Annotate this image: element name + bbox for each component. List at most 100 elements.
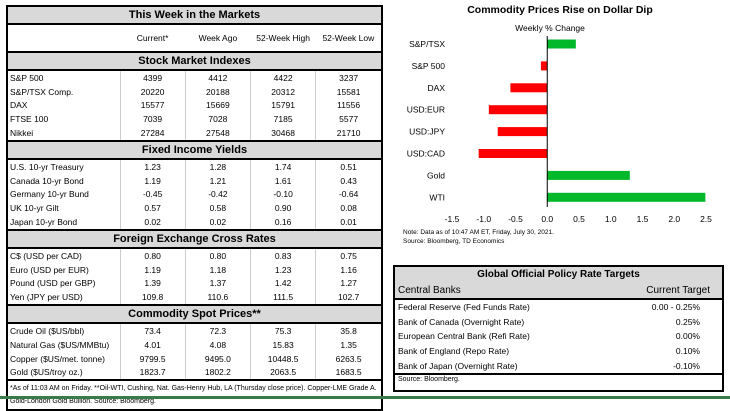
cell-value: 1.42 <box>249 276 316 291</box>
cell-value: 1.18 <box>184 262 251 277</box>
policy-table: Global Official Policy Rate Targets Cent… <box>393 265 724 392</box>
table-row: DAX 15577 15669 15791 11556 <box>8 98 381 113</box>
policy-row: Bank of England (Repo Rate) 0.10% <box>395 344 722 359</box>
section-title: Stock Market Indexes <box>8 51 381 71</box>
cell-value: 0.80 <box>119 247 186 263</box>
policy-col-banks: Central Banks <box>395 282 604 300</box>
bank-name: Bank of Canada (Overnight Rate) <box>398 316 525 327</box>
cell-value: 4412 <box>184 70 251 85</box>
cell-value: 0.80 <box>184 247 251 263</box>
cell-value: 15577 <box>119 98 186 113</box>
chart-note: Note: Data as of 10:47 AM ET, Friday, Ju… <box>403 229 554 236</box>
cell-value: 1.35 <box>315 337 381 352</box>
cell-value: -0.45 <box>119 187 186 202</box>
cell-value: 0.02 <box>184 215 251 230</box>
cell-value: 73.4 <box>119 323 186 338</box>
cell-value: 6263.5 <box>315 351 381 366</box>
cell-value: 1.16 <box>315 262 381 277</box>
rate-target: 0.25% <box>675 316 700 327</box>
row-label: Natural Gas ($US/MMBtu) <box>10 339 110 350</box>
markets-table: This Week in the Markets Current* Week A… <box>6 5 383 411</box>
cell-value: 0.57 <box>119 201 186 216</box>
cell-value: 20188 <box>184 84 251 99</box>
x-tick-label: -1.0 <box>476 214 491 224</box>
table-row: C$ (USD per CAD) 0.80 0.80 0.83 0.75 <box>8 247 381 263</box>
row-label: Gold ($US/troy oz.) <box>10 367 83 378</box>
markets-footnote: *As of 11:03 AM on Friday. **Oil-WTI, Cu… <box>8 379 381 409</box>
table-row: Germany 10-yr Bund -0.45 -0.42 -0.10 -0.64 <box>8 187 381 202</box>
cell-value: 1.21 <box>184 173 251 188</box>
cell-value: 0.01 <box>315 215 381 230</box>
cell-value: 15.83 <box>249 337 316 352</box>
policy-col-target: Current Target <box>603 282 722 300</box>
x-tick-label: -0.5 <box>508 214 523 224</box>
cell-value: 4399 <box>119 70 186 85</box>
rate-target: 0.00% <box>675 331 700 342</box>
table-row: Euro (USD per EUR) 1.19 1.18 1.23 1.16 <box>8 262 381 277</box>
col-52wk-low: 52-Week Low <box>322 33 375 43</box>
cell-value: 30468 <box>249 126 316 141</box>
cell-value: -0.10 <box>249 187 316 202</box>
cell-value: 20312 <box>249 84 316 99</box>
row-label: Germany 10-yr Bund <box>10 189 89 200</box>
bar <box>540 61 548 71</box>
column-headers: Current* Week Ago 52-Week High 52-Week L… <box>8 24 381 52</box>
table-row: Japan 10-yr Bond 0.02 0.02 0.16 0.01 <box>8 215 381 230</box>
table-row: Natural Gas ($US/MMBtu) 4.01 4.08 15.83 1.35 <box>8 337 381 352</box>
cell-value: 1.28 <box>184 158 251 174</box>
cell-value: 15791 <box>249 98 316 113</box>
cell-value: 102.7 <box>315 290 381 306</box>
cell-value: 110.6 <box>184 290 251 306</box>
x-tick-label: 2.5 <box>700 214 712 224</box>
row-label: Copper ($US/met. tonne) <box>10 353 105 364</box>
col-current: Current* <box>136 33 169 43</box>
table-row: Yen (JPY per USD) 109.8 110.6 111.5 102.7 <box>8 290 381 306</box>
table-row: Crude Oil ($US/bbl) 73.4 72.3 75.3 35.8 <box>8 323 381 338</box>
cell-value: 21710 <box>315 126 381 141</box>
row-label: Euro (USD per EUR) <box>10 264 89 275</box>
policy-row: Bank of Japan (Overnight Rate) -0.10% <box>395 358 722 373</box>
row-label: Japan 10-yr Bond <box>10 217 78 228</box>
cell-value: 1823.7 <box>119 365 186 380</box>
row-label: Yen (JPY per USD) <box>10 292 83 303</box>
cell-value: 27548 <box>184 126 251 141</box>
table-row: FTSE 100 7039 7028 7185 5577 <box>8 112 381 127</box>
cell-value: 0.58 <box>184 201 251 216</box>
cell-value: 72.3 <box>184 323 251 338</box>
cell-value: 1683.5 <box>315 365 381 380</box>
cell-value: 109.8 <box>119 290 186 306</box>
policy-row: Federal Reserve (Fed Funds Rate) 0.00 - 0… <box>395 299 722 315</box>
policy-row: Bank of Canada (Overnight Rate) 0.25% <box>395 315 722 330</box>
bar <box>547 170 630 180</box>
row-label: Canada 10-yr Bond <box>10 175 84 186</box>
cell-value: -0.42 <box>184 187 251 202</box>
policy-row: European Central Bank (Refi Rate) 0.00% <box>395 329 722 344</box>
cell-value: 2063.5 <box>249 365 316 380</box>
cell-value: 1.37 <box>184 276 251 291</box>
cell-value: 75.3 <box>249 323 316 338</box>
cell-value: 5577 <box>315 112 381 127</box>
cell-value: 9799.5 <box>119 351 186 366</box>
table-row: UK 10-yr Gilt 0.57 0.58 0.90 0.08 <box>8 201 381 216</box>
cell-value: 20220 <box>119 84 186 99</box>
cell-value: 7028 <box>184 112 251 127</box>
bank-name: Federal Reserve (Fed Funds Rate) <box>398 302 530 313</box>
section-title: Fixed Income Yields <box>8 139 381 160</box>
cell-value: 4.08 <box>184 337 251 352</box>
row-label: S&P 500 <box>10 72 44 83</box>
policy-source: Source: Bloomberg. <box>395 372 722 390</box>
cell-value: 1802.2 <box>184 365 251 380</box>
rate-target: -0.10% <box>673 360 700 371</box>
x-tick-label: 2.0 <box>668 214 680 224</box>
x-tick-label: -1.5 <box>445 214 460 224</box>
chart-subtitle: Weekly % Change <box>515 23 585 33</box>
cell-value: 0.02 <box>119 215 186 230</box>
table-row: Pound (USD per GBP) 1.39 1.37 1.42 1.27 <box>8 276 381 291</box>
table-row: Gold ($US/troy oz.) 1823.7 1802.2 2063.5 168… <box>8 365 381 380</box>
cell-value: 1.27 <box>315 276 381 291</box>
row-label: U.S. 10-yr Treasury <box>10 161 84 172</box>
cell-value: 0.90 <box>249 201 316 216</box>
row-label: Nikkei <box>10 128 34 139</box>
cell-value: 9495.0 <box>184 351 251 366</box>
chart-title: Commodity Prices Rise on Dollar Dip <box>467 4 653 16</box>
